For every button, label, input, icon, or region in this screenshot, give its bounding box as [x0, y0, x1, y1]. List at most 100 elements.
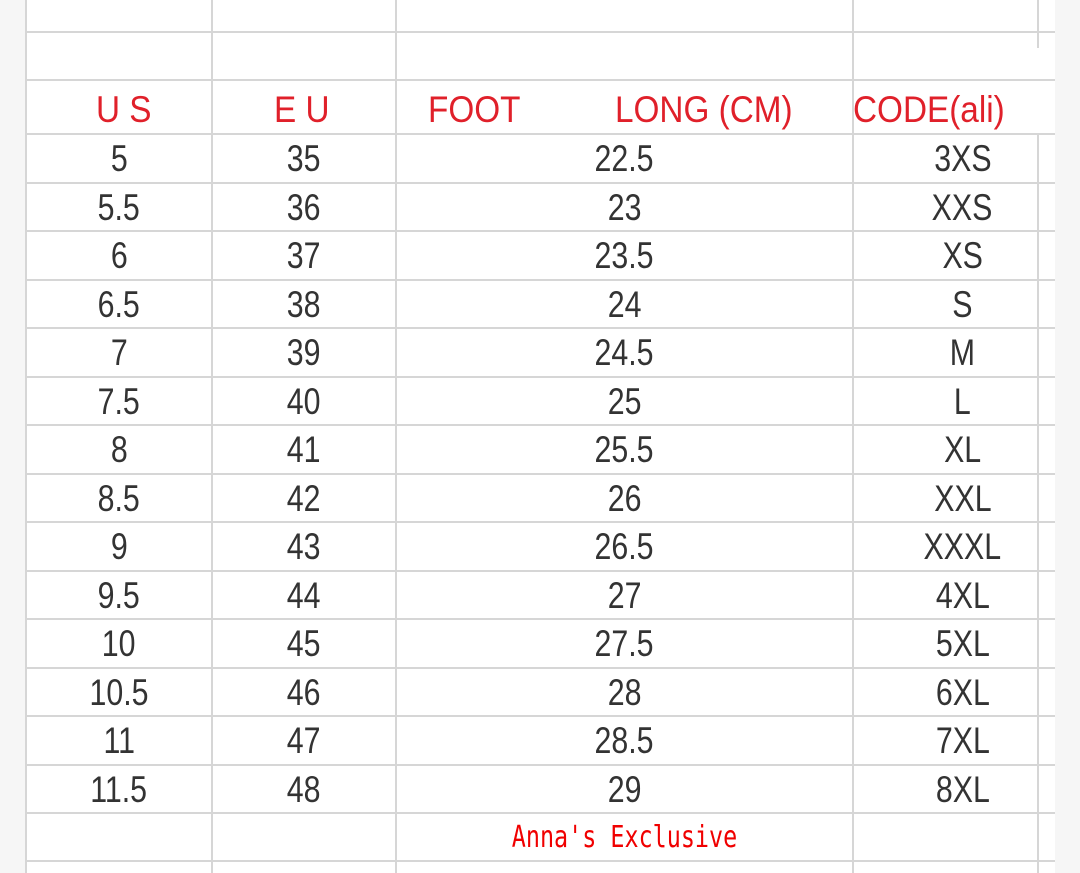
- column-divider: [395, 0, 397, 873]
- cell-eu[interactable]: 38: [212, 281, 396, 329]
- cell-code[interactable]: 3XS: [870, 135, 1055, 183]
- cell-cm[interactable]: 23.5: [396, 232, 853, 280]
- cell-value: 43: [287, 526, 321, 567]
- cell-us[interactable]: 9.5: [26, 572, 212, 620]
- cell-us[interactable]: 8.5: [26, 475, 212, 523]
- cell-value: 46: [287, 672, 321, 713]
- cell-cm[interactable]: 28.5: [396, 717, 853, 765]
- cell-eu[interactable]: 36: [212, 184, 396, 232]
- cell-cm[interactable]: 27: [396, 572, 853, 620]
- cell-us[interactable]: 7.5: [26, 378, 212, 426]
- cell-code[interactable]: 8XL: [870, 766, 1055, 814]
- cell-cm[interactable]: 25: [396, 378, 853, 426]
- cell-us[interactable]: 6.5: [26, 281, 212, 329]
- cell-code[interactable]: XS: [870, 232, 1055, 280]
- cell-cm[interactable]: 26.5: [396, 523, 853, 571]
- cell-cm[interactable]: 22.5: [396, 135, 853, 183]
- cell-eu[interactable]: 43: [212, 523, 396, 571]
- header-long-cm[interactable]: LONG (CM): [615, 84, 812, 136]
- cell-value: 29: [607, 769, 642, 810]
- cell-us[interactable]: 11.5: [26, 766, 212, 814]
- cell-value: 35: [287, 138, 321, 179]
- header-foot[interactable]: FOOT: [428, 84, 531, 136]
- cell-us[interactable]: 10: [26, 620, 212, 668]
- cell-code[interactable]: XL: [870, 426, 1055, 474]
- cell-eu[interactable]: 41: [212, 426, 396, 474]
- header-us[interactable]: U S: [96, 84, 158, 136]
- cell-value: 36: [287, 187, 321, 228]
- cell-value: 23.5: [594, 235, 655, 276]
- cell-eu[interactable]: 40: [212, 378, 396, 426]
- cell-code[interactable]: XXXL: [870, 523, 1055, 571]
- row-divider: [25, 279, 1055, 281]
- cell-value: 23: [607, 187, 642, 228]
- cell-eu[interactable]: 35: [212, 135, 396, 183]
- cell-value: 28: [607, 672, 642, 713]
- row-divider: [25, 182, 1055, 184]
- row-divider: [25, 860, 1055, 862]
- cell-code[interactable]: S: [870, 281, 1055, 329]
- cell-code[interactable]: XXS: [870, 184, 1055, 232]
- cell-value: 24.5: [594, 332, 655, 373]
- cell-code[interactable]: M: [870, 329, 1055, 377]
- cell-cm[interactable]: 27.5: [396, 620, 853, 668]
- cell-code[interactable]: 7XL: [870, 717, 1055, 765]
- cell-value: 38: [287, 284, 321, 325]
- cell-eu[interactable]: 48: [212, 766, 396, 814]
- cell-eu[interactable]: 47: [212, 717, 396, 765]
- cell-eu[interactable]: 39: [212, 329, 396, 377]
- cell-cm[interactable]: 28: [396, 669, 853, 717]
- column-divider: [852, 0, 854, 873]
- cell-value: XS: [942, 235, 983, 276]
- cell-value: 3XS: [933, 138, 992, 179]
- cell-code[interactable]: 5XL: [870, 620, 1055, 668]
- row-divider: [25, 570, 1055, 572]
- cell-value: 5.5: [97, 187, 141, 228]
- cell-us[interactable]: 8: [26, 426, 212, 474]
- cell-us[interactable]: 7: [26, 329, 212, 377]
- cell-value: 6.5: [97, 284, 141, 325]
- cell-cm[interactable]: 24.5: [396, 329, 853, 377]
- row-divider: [25, 424, 1055, 426]
- cell-value: 6: [110, 235, 128, 276]
- cell-eu[interactable]: 42: [212, 475, 396, 523]
- cell-us[interactable]: 11: [26, 717, 212, 765]
- cell-us[interactable]: 10.5: [26, 669, 212, 717]
- cell-value: 5: [110, 138, 128, 179]
- cell-value: 27: [607, 575, 642, 616]
- cell-cm[interactable]: 29: [396, 766, 853, 814]
- row-divider: [25, 327, 1055, 329]
- cell-value: 10.5: [89, 672, 149, 713]
- cell-value: 9.5: [97, 575, 141, 616]
- cell-us[interactable]: 9: [26, 523, 212, 571]
- cell-cm[interactable]: 23: [396, 184, 853, 232]
- cell-us[interactable]: 5.5: [26, 184, 212, 232]
- cell-code[interactable]: XXL: [870, 475, 1055, 523]
- row-divider: [25, 133, 1055, 135]
- cell-code[interactable]: 6XL: [870, 669, 1055, 717]
- cell-code[interactable]: 4XL: [870, 572, 1055, 620]
- cell-value: 27.5: [594, 623, 655, 664]
- cell-eu[interactable]: 37: [212, 232, 396, 280]
- cell-eu[interactable]: 44: [212, 572, 396, 620]
- cell-cm[interactable]: 25.5: [396, 426, 853, 474]
- cell-us[interactable]: 5: [26, 135, 212, 183]
- spreadsheet-grid: [25, 0, 1055, 873]
- cell-cm[interactable]: 26: [396, 475, 853, 523]
- cell-value: S: [952, 284, 973, 325]
- cell-value: 22.5: [594, 138, 655, 179]
- cell-code[interactable]: L: [870, 378, 1055, 426]
- column-divider: [25, 0, 27, 873]
- cell-value: 24: [607, 284, 642, 325]
- cell-value: XXXL: [923, 526, 1002, 567]
- brand-cell[interactable]: Anna's Exclusive: [396, 814, 853, 860]
- cell-eu[interactable]: 45: [212, 620, 396, 668]
- cell-value: 25: [607, 381, 642, 422]
- cell-us[interactable]: 6: [26, 232, 212, 280]
- cell-cm[interactable]: 24: [396, 281, 853, 329]
- header-code[interactable]: CODE(ali): [853, 84, 1022, 136]
- header-eu[interactable]: E U: [274, 84, 336, 136]
- cell-eu[interactable]: 46: [212, 669, 396, 717]
- column-divider: [1037, 134, 1039, 873]
- cell-value: L: [954, 381, 971, 422]
